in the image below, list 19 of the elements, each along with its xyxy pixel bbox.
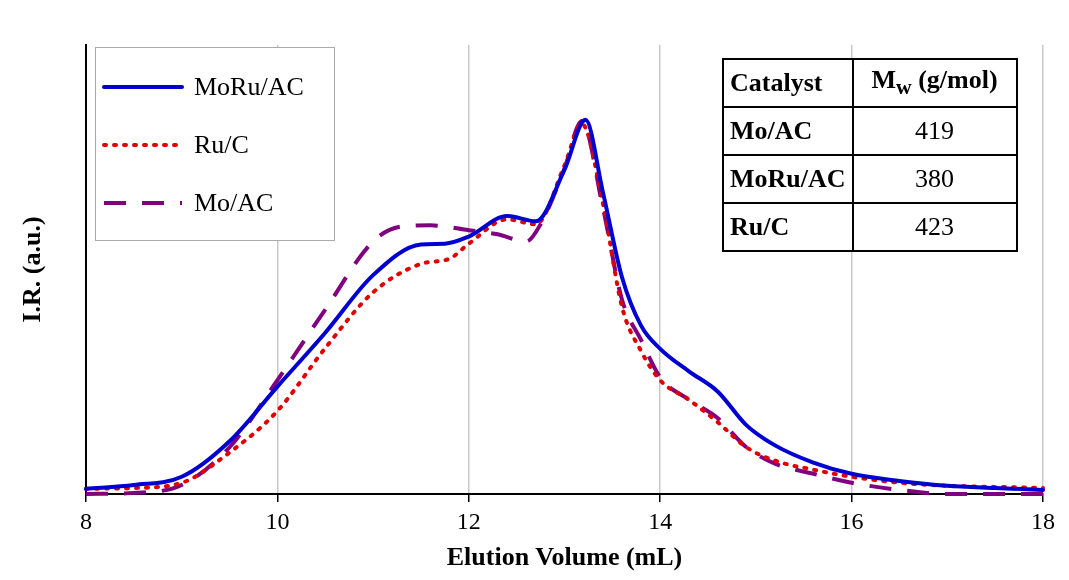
- x-tick-label: 12: [456, 507, 481, 534]
- x-tick-label: 10: [265, 507, 290, 534]
- annotation: 423: [852, 203, 1017, 251]
- annotation: Ru/C: [723, 203, 853, 251]
- x-tick-label: 8: [80, 507, 92, 534]
- x-tick-label: 16: [839, 507, 864, 534]
- legend-label: Ru/C: [194, 130, 249, 160]
- y-axis-title: I.R. (a.u.): [17, 216, 47, 323]
- legend-label: Mo/AC: [194, 188, 274, 218]
- x-axis-title: Elution Volume (mL): [446, 542, 683, 572]
- annotation: Mo/AC: [723, 107, 853, 155]
- annotation: 419: [852, 107, 1017, 155]
- x-tick-label: 14: [648, 507, 673, 534]
- text: Catalyst: [723, 59, 853, 107]
- text: M$_{w}$ (g/mol): [852, 59, 1017, 107]
- annotation: 380: [852, 155, 1017, 203]
- annotation: MoRu/AC: [723, 155, 853, 203]
- x-tick-label: 18: [1031, 507, 1055, 534]
- legend-label: MoRu/AC: [194, 72, 304, 102]
